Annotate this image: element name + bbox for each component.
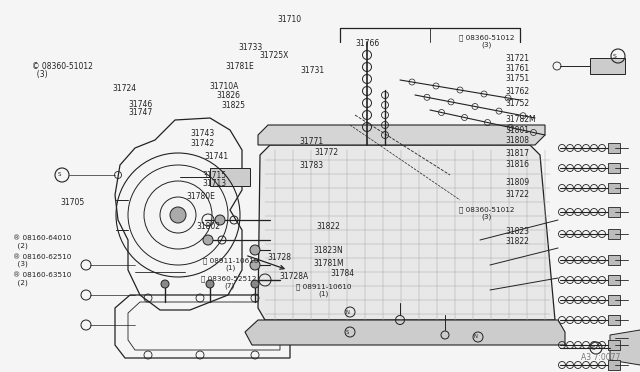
Text: 31742: 31742 <box>191 139 215 148</box>
Text: (1): (1) <box>225 264 236 271</box>
Text: Ⓢ 08360-51012: Ⓢ 08360-51012 <box>459 206 514 213</box>
Text: 31823N: 31823N <box>314 246 343 255</box>
Text: (7): (7) <box>224 282 234 289</box>
Text: 31741: 31741 <box>205 152 229 161</box>
FancyBboxPatch shape <box>608 183 620 193</box>
Text: 31725X: 31725X <box>260 51 289 60</box>
FancyBboxPatch shape <box>608 275 620 285</box>
Text: 31751: 31751 <box>506 74 530 83</box>
Text: 31724: 31724 <box>112 84 136 93</box>
Text: 31826: 31826 <box>216 92 241 100</box>
FancyBboxPatch shape <box>210 168 250 186</box>
Text: (2): (2) <box>13 279 28 286</box>
Text: 31825: 31825 <box>221 101 246 110</box>
Text: ® 08160-64010: ® 08160-64010 <box>13 235 71 241</box>
Text: 31781E: 31781E <box>225 62 254 71</box>
Text: 31766: 31766 <box>356 39 380 48</box>
Text: 31752: 31752 <box>506 99 530 108</box>
FancyBboxPatch shape <box>608 360 620 370</box>
Text: 31808: 31808 <box>506 136 530 145</box>
Text: 31747: 31747 <box>128 108 152 117</box>
Text: Ⓝ 08911-10610: Ⓝ 08911-10610 <box>296 283 351 290</box>
Text: 31713: 31713 <box>202 179 227 188</box>
Text: 31801: 31801 <box>506 126 530 135</box>
Text: 31784: 31784 <box>330 269 355 278</box>
Text: A3 7:0077: A3 7:0077 <box>580 353 620 362</box>
Text: 31781M: 31781M <box>314 259 344 268</box>
Text: 31809: 31809 <box>506 178 530 187</box>
Text: 31710: 31710 <box>278 15 302 24</box>
FancyBboxPatch shape <box>608 163 620 173</box>
Text: 31746: 31746 <box>128 100 152 109</box>
Text: 31705: 31705 <box>61 198 85 207</box>
Text: Ⓢ 08360-51012: Ⓢ 08360-51012 <box>459 34 514 41</box>
FancyBboxPatch shape <box>590 58 625 74</box>
Text: 31710A: 31710A <box>209 82 239 91</box>
Text: (3): (3) <box>32 70 47 79</box>
Text: 31772: 31772 <box>315 148 339 157</box>
Polygon shape <box>258 145 555 320</box>
Circle shape <box>250 260 260 270</box>
Text: 31780E: 31780E <box>187 192 216 201</box>
FancyBboxPatch shape <box>608 255 620 265</box>
Text: 31761: 31761 <box>506 64 530 73</box>
Text: 31816: 31816 <box>506 160 530 169</box>
Circle shape <box>203 235 213 245</box>
Text: N: N <box>345 310 349 314</box>
Text: 31817: 31817 <box>506 149 530 158</box>
Text: S: S <box>591 346 595 350</box>
Polygon shape <box>610 330 640 365</box>
FancyBboxPatch shape <box>608 340 620 350</box>
Text: 31715: 31715 <box>202 171 227 180</box>
Text: 31722: 31722 <box>506 190 530 199</box>
Text: 31822: 31822 <box>506 237 529 246</box>
Text: 31822: 31822 <box>316 222 340 231</box>
Text: S: S <box>613 54 617 58</box>
Text: 31731: 31731 <box>301 66 325 75</box>
FancyBboxPatch shape <box>608 315 620 325</box>
Text: N: N <box>473 334 477 340</box>
Text: S: S <box>346 330 349 334</box>
Text: Ⓝ 08911-10610: Ⓝ 08911-10610 <box>203 257 258 264</box>
FancyBboxPatch shape <box>608 207 620 217</box>
Text: 31782M: 31782M <box>506 115 536 124</box>
FancyBboxPatch shape <box>608 295 620 305</box>
FancyBboxPatch shape <box>608 143 620 153</box>
Text: (2): (2) <box>13 242 28 249</box>
Text: 31762: 31762 <box>506 87 530 96</box>
Text: 31823: 31823 <box>506 227 530 236</box>
Text: 31728: 31728 <box>268 253 292 262</box>
Circle shape <box>215 215 225 225</box>
Text: ® 08160-63510: ® 08160-63510 <box>13 272 71 278</box>
Circle shape <box>170 207 186 223</box>
Text: 31783: 31783 <box>300 161 324 170</box>
Text: S: S <box>57 173 61 177</box>
Text: 31721: 31721 <box>506 54 530 62</box>
Circle shape <box>250 245 260 255</box>
Text: (3): (3) <box>481 214 492 221</box>
Circle shape <box>161 280 169 288</box>
Text: (3): (3) <box>481 41 492 48</box>
Circle shape <box>206 280 214 288</box>
Text: 31771: 31771 <box>300 137 324 146</box>
FancyBboxPatch shape <box>608 229 620 239</box>
Text: (3): (3) <box>13 261 28 267</box>
Text: Ⓢ 08360-52512: Ⓢ 08360-52512 <box>202 275 257 282</box>
Text: 31728A: 31728A <box>279 272 308 280</box>
Polygon shape <box>258 125 545 145</box>
Circle shape <box>251 280 259 288</box>
Text: ® 08160-62510: ® 08160-62510 <box>13 254 71 260</box>
Text: (1): (1) <box>319 291 329 297</box>
Text: 31733: 31733 <box>238 43 262 52</box>
Polygon shape <box>245 320 565 345</box>
Text: © 08360-51012: © 08360-51012 <box>32 62 93 71</box>
Text: 31802: 31802 <box>196 222 220 231</box>
Text: 31743: 31743 <box>191 129 215 138</box>
